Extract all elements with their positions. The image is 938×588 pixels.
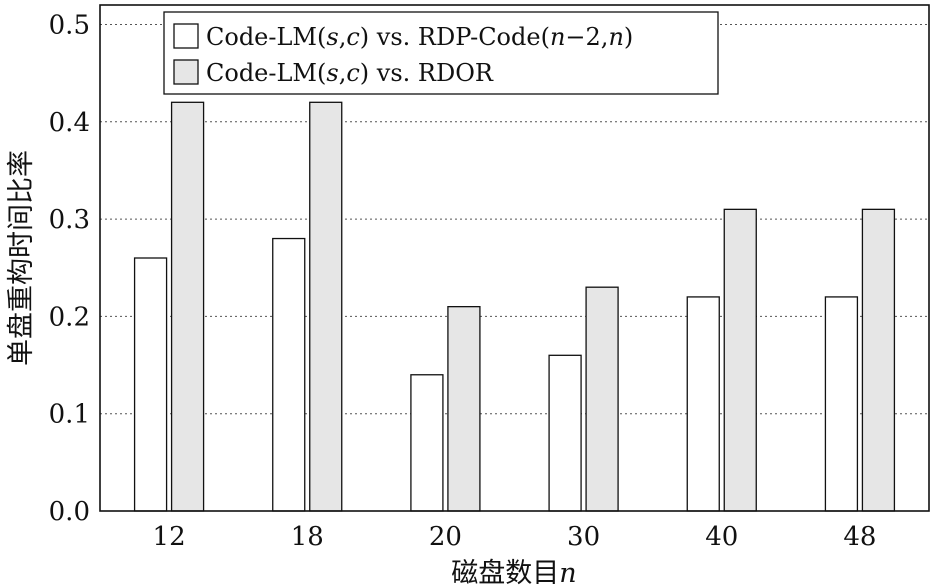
- x-axis-label: 磁盘数目n: [451, 558, 576, 588]
- x-tick-label: 40: [705, 522, 738, 552]
- bar-series-1-12: [170, 101, 205, 512]
- bar-series-1-48: [861, 208, 896, 512]
- x-tick-label: 20: [429, 522, 462, 552]
- y-tick-label: 0.4: [49, 108, 90, 138]
- bar-series-0-30: [548, 354, 582, 512]
- legend-box: [163, 11, 719, 95]
- plot-frame: [99, 4, 930, 512]
- y-axis-label: 单盘重构时间比率: [6, 150, 37, 366]
- bar-series-0-40: [686, 296, 720, 512]
- bars: [133, 101, 896, 512]
- legend: Code-LM(s,c) vs. RDP-Code(n−2,n) Code-LM…: [163, 11, 719, 95]
- bar-series-0-48: [824, 296, 859, 512]
- x-tick-label: 12: [153, 522, 186, 552]
- y-tick-labels: 0.0 0.1 0.2 0.3 0.4 0.5: [49, 10, 90, 527]
- legend-label-rdor: Code-LM(s,c) vs. RDOR: [206, 59, 494, 87]
- x-tick-label: 48: [843, 522, 876, 552]
- bar-series-0-20: [410, 374, 444, 512]
- bar-series-1-20: [447, 306, 481, 512]
- bar-series-1-18: [309, 101, 343, 512]
- y-tick-label: 0.2: [49, 302, 90, 332]
- y-tick-label: 0.1: [49, 400, 90, 430]
- grid-lines: [100, 23, 929, 415]
- bar-series-0-12: [133, 257, 168, 512]
- x-tick-labels: 12 18 20 30 40 48: [153, 522, 877, 552]
- bar-series-1-40: [723, 208, 757, 512]
- bar-series-0-18: [272, 237, 306, 512]
- x-tick-label: 18: [291, 522, 324, 552]
- legend-label-rdp-code: Code-LM(s,c) vs. RDP-Code(n−2,n): [206, 23, 633, 51]
- y-tick-label: 0.3: [49, 205, 90, 235]
- y-tick-label: 0.5: [49, 10, 90, 40]
- legend-swatch-rdp-code: [173, 23, 199, 49]
- x-tick-label: 30: [567, 522, 600, 552]
- legend-swatch-rdor: [173, 59, 199, 85]
- bar-series-1-30: [585, 286, 619, 512]
- y-tick-label: 0.0: [49, 497, 90, 527]
